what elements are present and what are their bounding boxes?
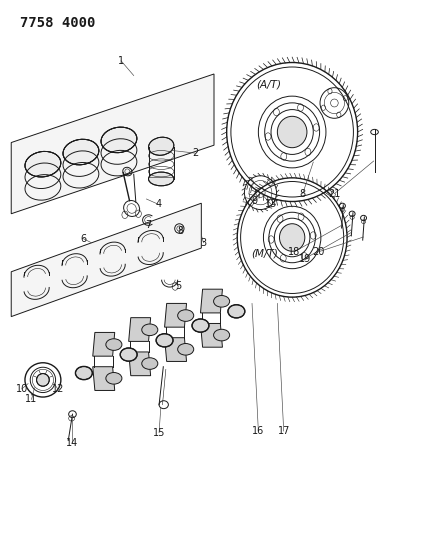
Text: 8: 8 [300,189,306,199]
Polygon shape [129,318,151,342]
Ellipse shape [120,348,137,361]
Ellipse shape [106,339,122,350]
Text: 7758 4000: 7758 4000 [20,16,95,30]
Ellipse shape [149,137,174,155]
Text: (A/T): (A/T) [256,79,282,90]
Polygon shape [11,74,214,214]
Ellipse shape [63,139,99,165]
Text: (M/T): (M/T) [251,248,278,259]
Text: 13: 13 [265,199,277,209]
Polygon shape [200,324,223,347]
Text: 21: 21 [328,189,341,199]
Ellipse shape [228,305,245,318]
Text: 2: 2 [192,148,198,158]
Ellipse shape [106,373,122,384]
Text: 6: 6 [80,233,86,244]
Text: 9: 9 [251,196,257,206]
Ellipse shape [214,295,230,307]
Ellipse shape [178,310,194,321]
Text: 10: 10 [16,384,28,394]
Ellipse shape [25,151,61,177]
Text: 15: 15 [153,427,165,438]
Polygon shape [165,303,187,327]
Text: 20: 20 [312,247,325,257]
Polygon shape [165,338,187,361]
Polygon shape [11,203,201,317]
Ellipse shape [142,358,158,369]
Text: 17: 17 [277,426,290,436]
Ellipse shape [178,343,194,355]
Ellipse shape [142,324,158,336]
Text: 1: 1 [118,56,124,66]
Text: 19: 19 [299,254,311,264]
Polygon shape [93,367,115,391]
Ellipse shape [101,127,137,152]
Ellipse shape [36,374,49,386]
Text: 4: 4 [155,199,161,209]
Polygon shape [129,352,151,376]
Ellipse shape [277,116,307,148]
Polygon shape [93,333,115,356]
Ellipse shape [156,334,173,347]
Ellipse shape [214,329,230,341]
Text: 11: 11 [25,394,38,405]
Text: 8: 8 [177,225,183,236]
Ellipse shape [75,367,92,379]
Text: 12: 12 [51,384,64,394]
Text: 16: 16 [252,426,265,436]
Text: 18: 18 [288,247,300,257]
Text: 7: 7 [146,220,152,230]
Ellipse shape [149,172,174,186]
Polygon shape [200,289,223,313]
Ellipse shape [279,224,305,251]
Ellipse shape [192,319,209,332]
Text: 14: 14 [66,438,79,448]
Text: 3: 3 [200,238,206,248]
Text: 5: 5 [175,281,181,291]
